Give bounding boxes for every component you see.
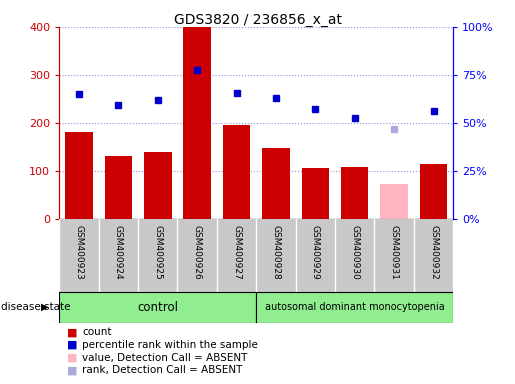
Text: GSM400925: GSM400925 [153,225,162,280]
Text: GSM400927: GSM400927 [232,225,241,280]
Bar [105,157,132,219]
Text: GSM400930: GSM400930 [350,225,359,280]
Text: GSM400926: GSM400926 [193,225,201,280]
Bar [59,292,256,323]
Bar [222,125,250,219]
Text: ■: ■ [67,365,77,375]
Text: control: control [137,301,178,314]
Bar [183,27,211,219]
Text: count: count [82,327,112,337]
Bar [262,148,290,219]
Text: GSM400932: GSM400932 [429,225,438,280]
Text: ▶: ▶ [41,302,49,312]
Text: percentile rank within the sample: percentile rank within the sample [82,340,259,350]
Text: GSM400924: GSM400924 [114,225,123,279]
Text: GSM400929: GSM400929 [311,225,320,280]
Text: disease state: disease state [1,302,70,312]
Bar [301,168,329,219]
Text: GDS3820 / 236856_x_at: GDS3820 / 236856_x_at [174,13,341,27]
Text: autosomal dominant monocytopenia: autosomal dominant monocytopenia [265,302,444,312]
Bar [380,184,408,219]
Bar [144,152,171,219]
Text: value, Detection Call = ABSENT: value, Detection Call = ABSENT [82,353,248,362]
Bar [341,167,369,219]
Bar [256,292,453,323]
Text: GSM400928: GSM400928 [271,225,280,280]
Text: GSM400931: GSM400931 [390,225,399,280]
Text: ■: ■ [67,327,77,337]
Bar [65,131,93,219]
Bar [420,164,448,219]
Text: ■: ■ [67,353,77,362]
Text: GSM400923: GSM400923 [75,225,83,280]
Text: rank, Detection Call = ABSENT: rank, Detection Call = ABSENT [82,365,243,375]
Text: ■: ■ [67,340,77,350]
